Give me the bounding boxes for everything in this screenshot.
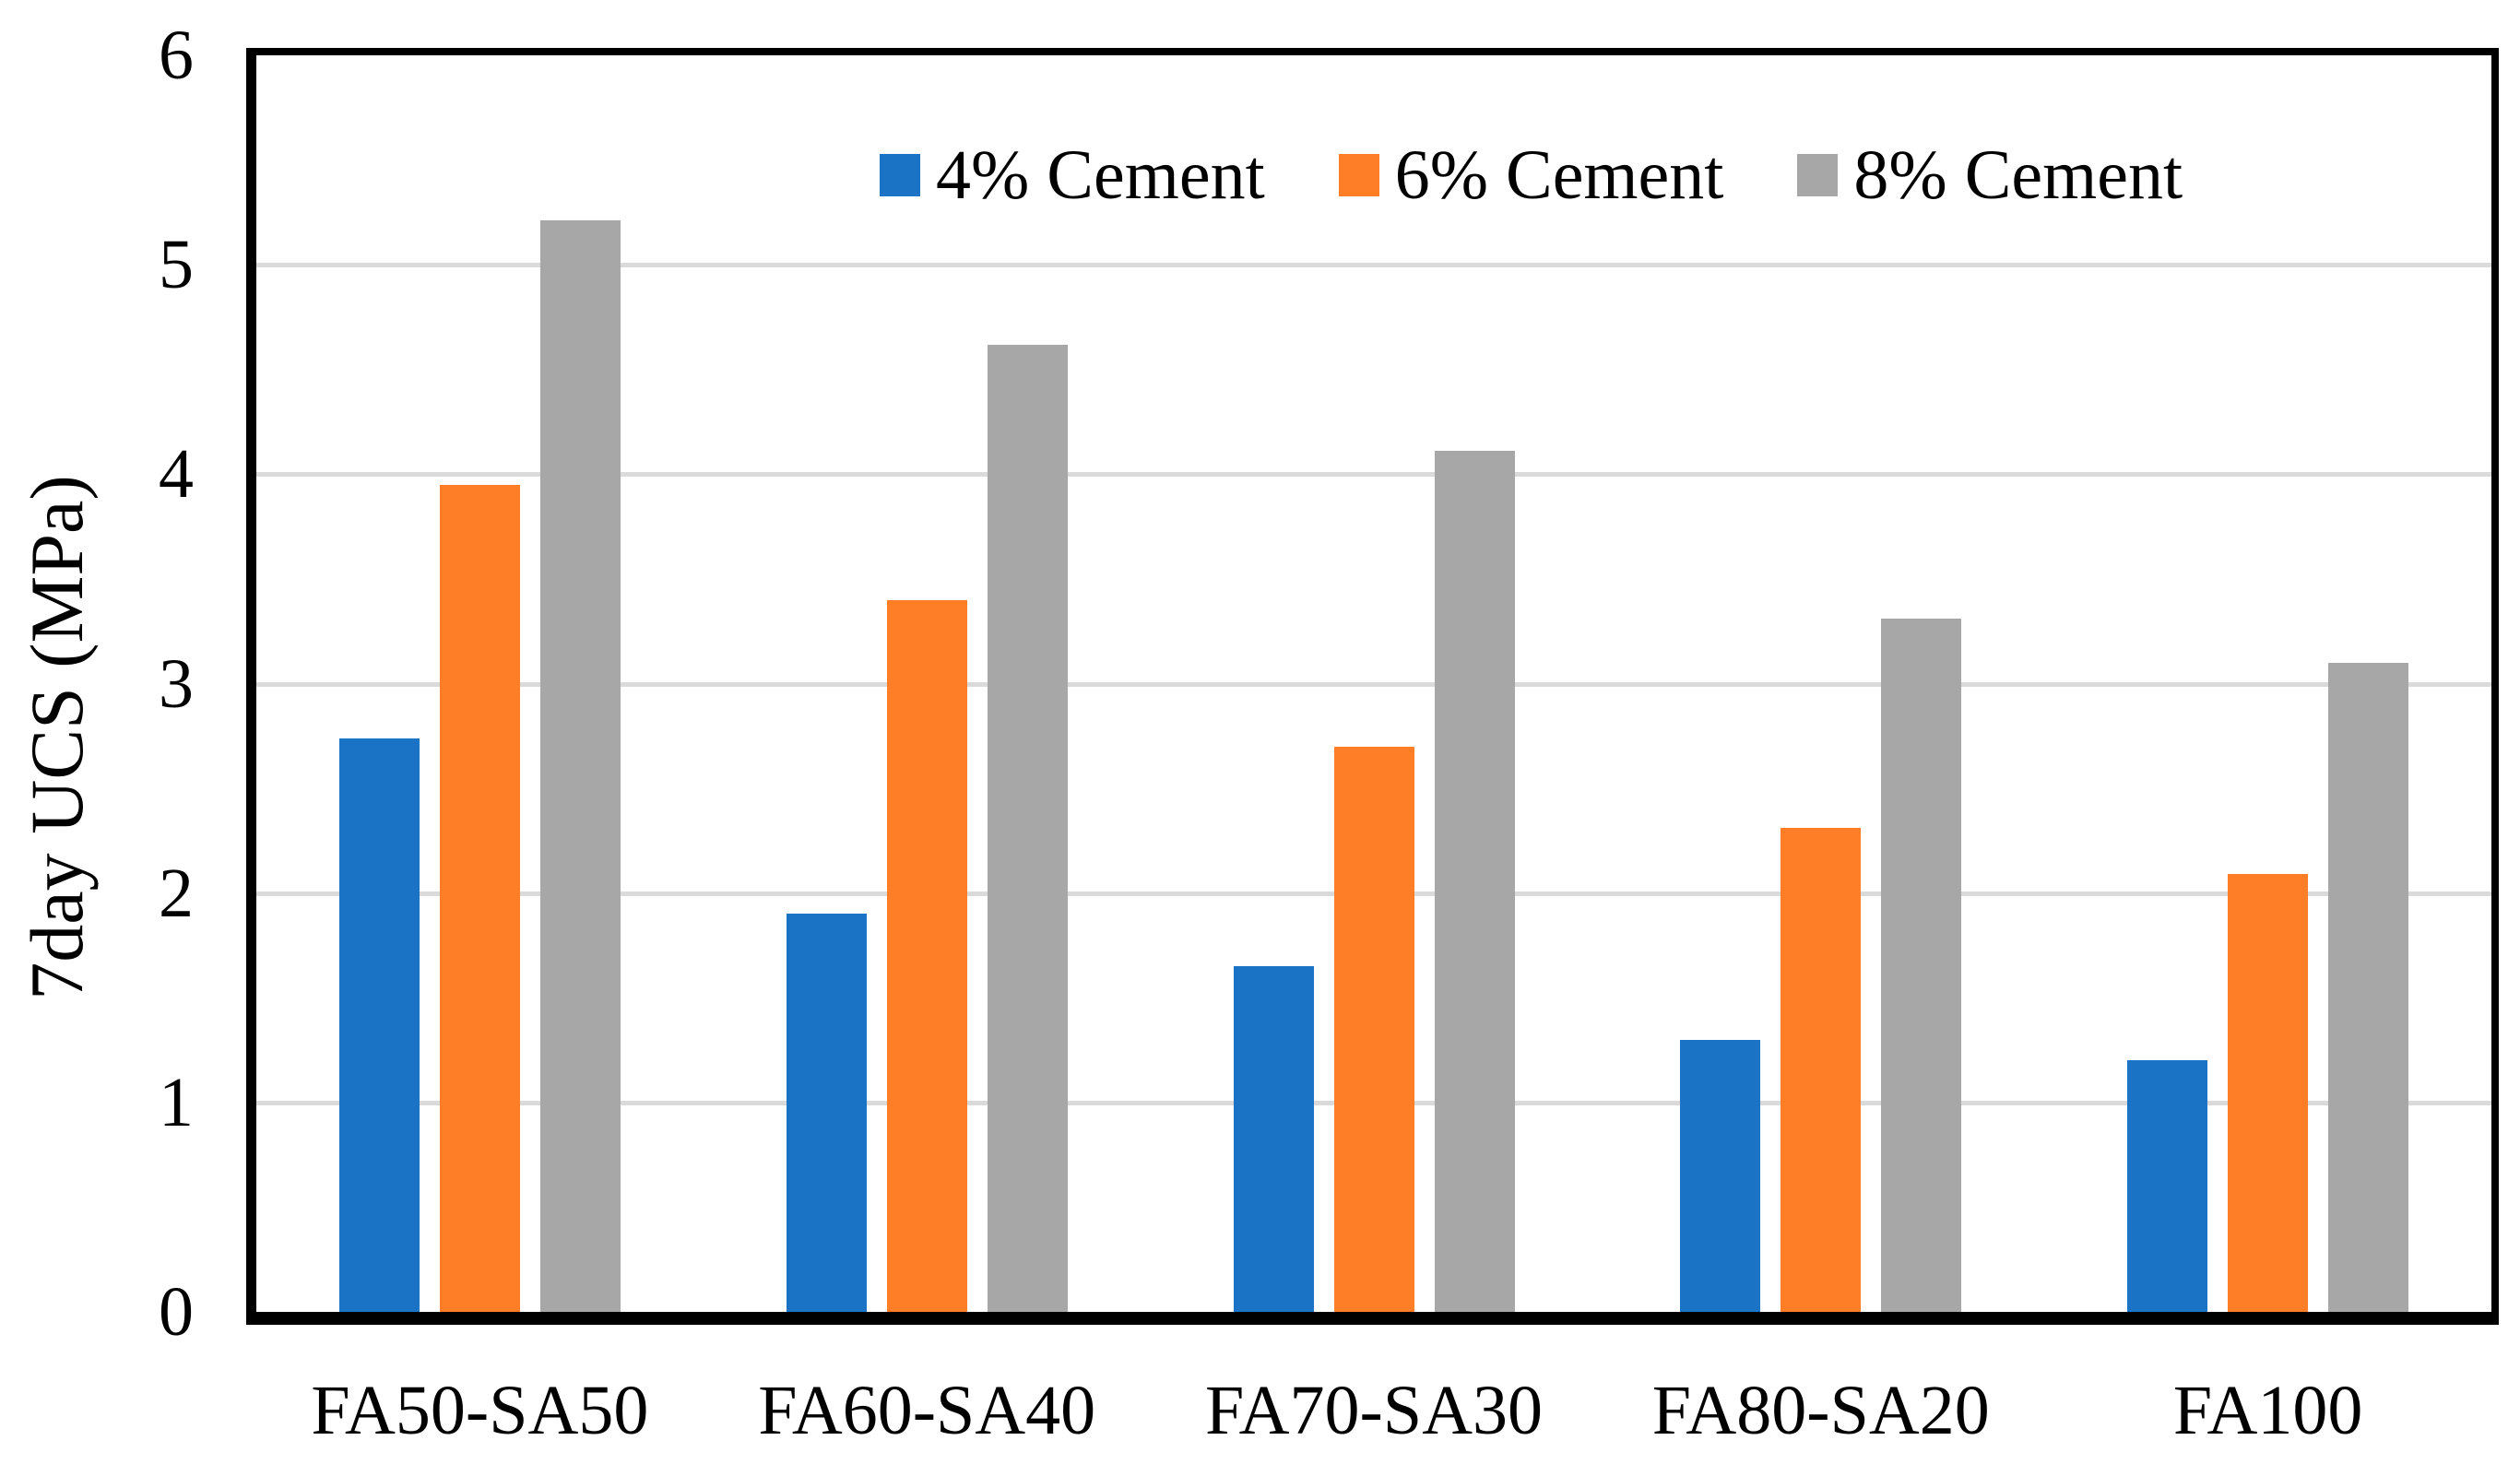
plot-inner: 4% Cement 6% Cement 8% Cement: [256, 55, 2491, 1312]
x-category-label-fa60-sa40: FA60-SA40: [758, 1372, 1096, 1449]
bar-6-cement-fa60-sa40: [886, 599, 967, 1312]
bar-8-cement-fa60-sa40: [987, 344, 1068, 1312]
bar-6-cement-fa80-sa20: [1781, 828, 1862, 1312]
legend-item-4-cement: 4% Cement: [880, 140, 1265, 210]
plot-area: 4% Cement 6% Cement 8% Cement: [246, 48, 2499, 1325]
bar-6-cement-fa50-sa50: [439, 484, 520, 1312]
bar-4-cement-fa100: [2127, 1060, 2208, 1312]
legend-swatch-icon: [880, 154, 920, 196]
y-tick-label-6: 6: [159, 17, 194, 94]
x-category-label-fa50-sa50: FA50-SA50: [311, 1372, 649, 1449]
legend-label: 4% Cement: [936, 136, 1265, 214]
y-tick-label-3: 3: [159, 644, 194, 723]
legend-label: 6% Cement: [1394, 136, 1724, 214]
bar-4-cement-fa70-sa30: [1233, 966, 1314, 1312]
bar-8-cement-fa80-sa20: [1881, 619, 1962, 1312]
bar-8-cement-fa50-sa50: [539, 220, 621, 1312]
bar-6-cement-fa100: [2228, 874, 2309, 1312]
x-category-label-fa70-sa30: FA70-SA30: [1205, 1372, 1543, 1449]
legend-label: 8% Cement: [1853, 136, 2183, 214]
y-tick-label-0: 0: [159, 1273, 194, 1351]
bar-8-cement-fa70-sa30: [1434, 451, 1515, 1312]
y-tick-label-5: 5: [159, 226, 194, 304]
x-category-label-fa100: FA100: [2172, 1372, 2363, 1449]
bar-4-cement-fa50-sa50: [338, 738, 420, 1312]
legend-item-8-cement: 8% Cement: [1797, 140, 2183, 210]
bar-6-cement-fa70-sa30: [1333, 746, 1414, 1312]
y-tick-label-4: 4: [159, 435, 194, 514]
bar-4-cement-fa80-sa20: [1680, 1039, 1761, 1312]
bar-4-cement-fa60-sa40: [786, 914, 867, 1312]
legend-swatch-icon: [1338, 154, 1379, 196]
y-tick-label-2: 2: [159, 854, 194, 932]
bar-8-cement-fa100: [2328, 662, 2409, 1312]
legend-swatch-icon: [1797, 154, 1839, 196]
x-category-label-fa80-sa20: FA80-SA20: [1651, 1372, 1990, 1449]
legend: 4% Cement 6% Cement 8% Cement: [880, 140, 2183, 210]
y-tick-label-1: 1: [159, 1063, 194, 1141]
legend-item-6-cement: 6% Cement: [1338, 136, 1724, 214]
